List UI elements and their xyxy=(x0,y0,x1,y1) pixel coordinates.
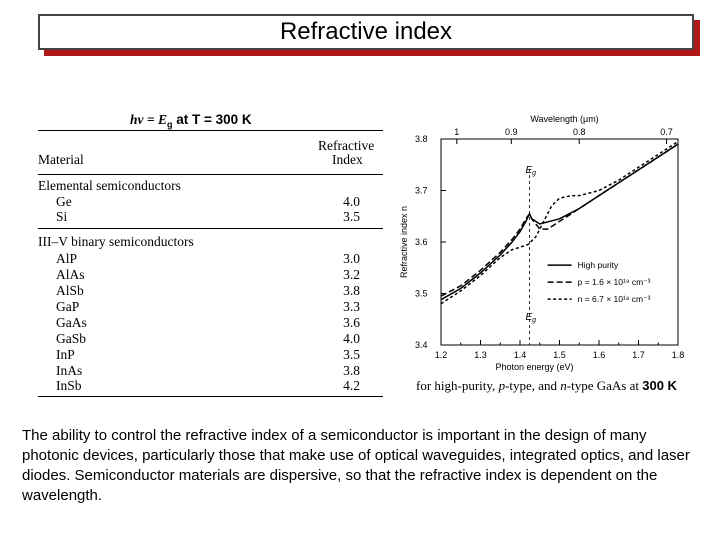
slide-title-box: Refractive index xyxy=(38,14,694,50)
table-row-index: 3.8 xyxy=(343,363,360,378)
legend-label: High purity xyxy=(578,260,619,270)
caption-temp: 300 K xyxy=(642,378,677,393)
eg-label-bottom-sub: g xyxy=(532,317,536,324)
x-tick-label: 1.2 xyxy=(435,350,448,360)
table-row-material: GaSb xyxy=(56,331,86,346)
x-tick-label: 1.6 xyxy=(593,350,606,360)
table-row-index: 4.2 xyxy=(343,378,360,393)
series-line xyxy=(440,143,679,297)
table-row-index: 3.3 xyxy=(343,299,360,314)
caption-p: p xyxy=(498,378,506,393)
y-tick-label: 3.8 xyxy=(415,134,428,144)
table-row-index: 3.2 xyxy=(343,267,360,282)
y-tick-label: 3.7 xyxy=(415,186,428,196)
body-paragraph: The ability to control the refractive in… xyxy=(22,427,690,504)
x-tick-label: 1.5 xyxy=(553,350,566,360)
table-row-index: 4.0 xyxy=(343,194,360,209)
table-row-material: Si xyxy=(56,209,68,224)
y-tick-label: 3.5 xyxy=(415,289,428,299)
chart-labels: 1.2 1.3 1.4 1.5 1.6 1.7 1.8 3.4 3.5 3.6 3.7 3.8 1 0.9… xyxy=(399,114,684,372)
plot-frame xyxy=(440,138,679,346)
top-tick-label: 0.9 xyxy=(505,127,518,137)
top-tick-label: 1 xyxy=(454,127,459,137)
group-heading-elemental: Elemental semiconductors xyxy=(38,178,181,193)
table-row-material: GaAs xyxy=(56,315,87,330)
refractive-index-table: hν = Eg at T = 300 K Material Refractive… xyxy=(38,108,383,398)
caption-pre: for high-purity, xyxy=(416,378,499,393)
legend-label: n = 6.7 × 10¹⁸ cm⁻³ xyxy=(578,294,651,304)
top-tick-label: 0.8 xyxy=(573,127,586,137)
table-row-index: 3.8 xyxy=(343,283,360,298)
table-heading: hν = Eg at T = 300 K xyxy=(130,112,252,130)
series-line xyxy=(440,140,679,305)
group-heading-iii-v: III–V binary semiconductors xyxy=(38,234,194,249)
table-row-index: 3.6 xyxy=(343,315,360,330)
heading-math: hν = E xyxy=(130,112,167,127)
column-header-index-line1: Refractive xyxy=(318,138,375,153)
table-row-material: InSb xyxy=(56,378,82,393)
top-axis-label: Wavelength (μm) xyxy=(530,114,598,124)
heading-sub: g xyxy=(166,119,173,130)
table-row-material: InAs xyxy=(56,363,83,378)
table-row-material: AlAs xyxy=(56,267,85,282)
top-tick-label: 0.7 xyxy=(660,127,673,137)
chart-curves xyxy=(440,140,679,305)
legend-label: p = 1.6 × 10¹⁹ cm⁻³ xyxy=(578,277,651,287)
table-row-index: 4.0 xyxy=(343,331,360,346)
chart-axes xyxy=(440,138,679,346)
x-axis-label: Photon energy (eV) xyxy=(495,362,573,372)
table-row-material: InP xyxy=(56,347,75,362)
eg-label-top-sub: g xyxy=(532,170,536,177)
header-rule xyxy=(38,174,383,175)
heading-rest: at T = 300 K xyxy=(172,112,252,127)
caption-n: n xyxy=(560,378,567,393)
chart-svg: 1.2 1.3 1.4 1.5 1.6 1.7 1.8 3.4 3.5 3.6 3.7 3.8 1 0.9… xyxy=(399,114,684,372)
table-bottom-rule xyxy=(38,396,383,397)
y-tick-label: 3.4 xyxy=(415,340,428,350)
table-row-index: 3.5 xyxy=(343,347,360,362)
slide-title: Refractive index xyxy=(279,18,453,45)
table-row-material: GaP xyxy=(56,299,80,314)
refractive-index-chart: 1.2 1.3 1.4 1.5 1.6 1.7 1.8 3.4 3.5 3.6 3.7 3.8 1 0.9… xyxy=(392,108,710,398)
x-tick-label: 1.3 xyxy=(474,350,487,360)
eg-label-bottom: Eg xyxy=(525,312,536,324)
x-tick-label: 1.7 xyxy=(632,350,645,360)
table-top-rule xyxy=(38,130,383,131)
column-header-index-line2: Index xyxy=(332,152,363,167)
y-tick-label: 3.6 xyxy=(415,237,428,247)
table-row-material: Ge xyxy=(56,194,72,209)
table-row-material: AlP xyxy=(56,251,78,266)
x-tick-label: 1.8 xyxy=(672,350,685,360)
x-tick-label: 1.4 xyxy=(514,350,527,360)
group-rule xyxy=(38,228,383,229)
caption-post: -type GaAs at xyxy=(566,378,643,393)
column-header-material: Material xyxy=(38,152,84,167)
table-row-material: AlSb xyxy=(56,283,84,298)
eg-label-top: Eg xyxy=(525,165,536,177)
chart-caption: for high-purity, p-type, and n-type GaAs… xyxy=(416,378,677,394)
table-row-index: 3.5 xyxy=(343,209,360,224)
table-row-index: 3.0 xyxy=(343,251,360,266)
caption-mid: -type, and xyxy=(505,378,561,393)
y-axis-label: Refractive index n xyxy=(399,206,409,278)
